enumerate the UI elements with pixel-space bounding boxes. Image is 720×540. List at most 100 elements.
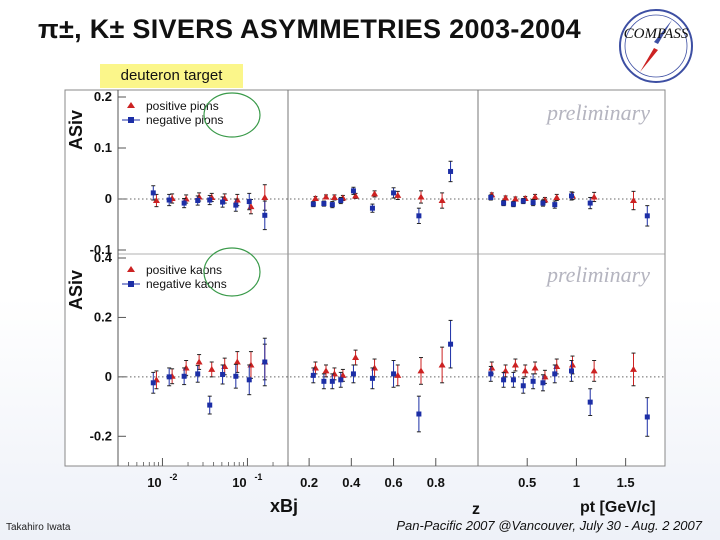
data-point-positive [521,367,529,374]
data-point-positive [330,193,338,200]
data-point-negative [448,168,454,174]
data-point-negative [369,205,375,211]
y-axis-label: ASiv [66,110,86,150]
legend-entry: positive kaons [146,263,222,277]
data-point-negative [587,200,593,206]
x-tick-label: 1.5 [617,475,635,490]
x-tick-label: 1 [573,475,580,490]
author-name: Takahiro Iwata [6,522,71,533]
data-point-positive [417,367,425,374]
data-point-negative [150,380,156,386]
data-point-positive [417,193,425,200]
x-tick-label: 0.4 [342,475,361,490]
data-point-negative [181,373,187,379]
y-tick-label: -0.1 [90,242,112,257]
conference-info: Pan-Pacific 2007 @Vancouver, July 30 - A… [396,518,702,533]
data-point-negative [329,202,335,208]
data-point-positive [322,193,330,200]
y-tick-label: 0.4 [94,250,113,265]
legend-marker-negative [128,281,134,287]
data-point-negative [530,200,536,206]
compass-logo: COMPASS [619,9,693,83]
data-point-negative [321,201,327,207]
data-point-negative [520,198,526,204]
data-point-negative [207,402,213,408]
data-point-negative [510,201,516,207]
data-point-positive [630,365,638,372]
data-point-positive [590,367,598,374]
plot-frame [64,89,666,467]
data-point-negative [552,371,558,377]
data-point-positive [630,197,638,204]
y-tick-label: 0 [105,191,112,206]
x-tick-label: 0.5 [518,475,536,490]
data-point-negative [262,359,268,365]
data-point-negative [321,378,327,384]
data-point-negative [181,200,187,206]
data-point-positive [590,193,598,200]
svg-text:COMPASS: COMPASS [624,26,689,42]
data-point-negative [569,193,574,199]
data-point-positive [553,193,561,200]
data-point-negative [220,199,226,205]
data-point-positive [208,365,216,372]
y-axis-label-text: ASiv [66,270,86,310]
x-axis-label-z: z [472,501,480,518]
x-axis-label-xbj: xBj [270,496,298,516]
y-tick-label: 0 [105,369,112,384]
data-point-negative [338,377,344,383]
slide-title: π±, K± SIVERS ASYMMETRIES 2003-2004 [38,14,581,44]
data-point-negative [510,377,516,383]
data-point-negative [350,188,356,194]
data-point-positive [311,194,319,201]
legend-marker-positive [127,102,135,108]
y-tick-label: -0.2 [90,428,112,443]
legend-marker-positive [127,266,135,272]
x-tick-label: 10 [147,475,161,490]
data-point-negative [644,213,650,219]
data-point-negative [329,378,335,384]
data-point-negative [310,372,316,378]
data-point-negative [540,200,546,206]
y-axis-label-text: ASiv [66,110,86,150]
data-point-positive [261,193,269,200]
data-point-positive [502,194,510,201]
data-point-negative [540,380,546,386]
data-point-negative [391,371,397,377]
data-point-positive [438,361,446,368]
data-point-positive [152,197,160,204]
data-point-negative [416,213,422,219]
data-point-negative [338,198,344,204]
data-point-negative [246,377,252,383]
data-point-positive [511,195,519,202]
data-point-positive [195,358,203,365]
data-point-negative [369,375,375,381]
data-point-negative [150,190,156,196]
data-point-negative [501,377,507,383]
data-point-positive [371,190,379,197]
data-point-negative [262,212,268,218]
y-axis-label: ASiv [66,270,86,310]
data-point-negative [644,414,650,420]
data-point-positive [488,364,496,371]
data-point-negative [207,197,213,203]
highlight-ellipse [203,247,261,297]
data-point-negative [233,373,239,379]
data-point-positive [531,364,539,371]
data-point-negative [350,371,356,377]
data-point-positive [438,197,446,204]
data-point-negative [448,341,454,347]
data-point-positive [352,192,360,199]
data-point-negative [233,202,239,208]
data-point-negative [501,200,507,206]
data-point-negative [416,411,422,417]
x-tick-label: 0.6 [385,475,403,490]
data-point-negative [488,194,494,200]
y-tick-label: 0.2 [94,89,112,104]
y-tick-label: 0.1 [94,140,112,155]
legend-entry: negative kaons [146,277,227,291]
data-point-negative [520,383,526,389]
data-point-negative [246,199,252,205]
x-tick-label-exponent: -1 [254,472,262,482]
